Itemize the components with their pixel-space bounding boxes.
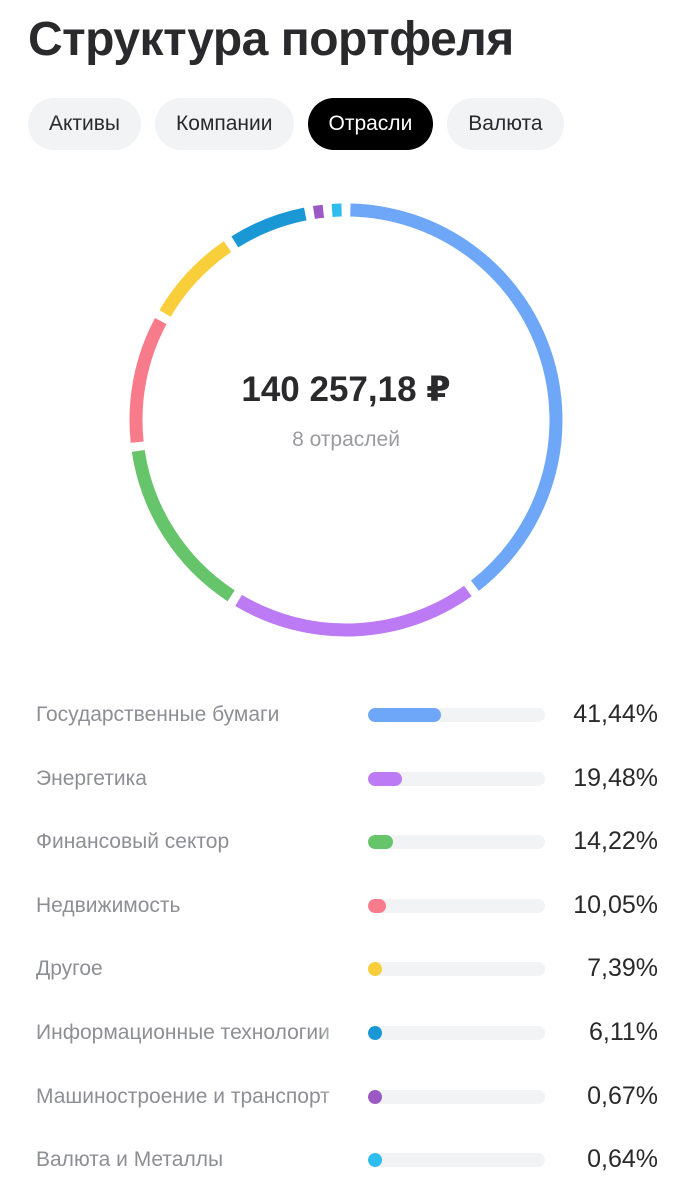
- legend-percent: 7,39%: [587, 954, 658, 983]
- legend-bar-fill: [368, 898, 386, 913]
- donut-segment: [129, 318, 167, 443]
- legend-bar-fill: [368, 771, 403, 786]
- donut-chart: 140 257,18 ₽ 8 отраслей: [127, 201, 565, 639]
- legend-bar-fill: [368, 1153, 382, 1168]
- donut-segment: [312, 204, 325, 219]
- segment-tabs: Активы Компании Отрасли Валюта: [28, 98, 564, 150]
- legend-row[interactable]: Финансовый сектор 14,22%: [36, 811, 658, 875]
- sector-count: 8 отраслей: [292, 428, 400, 451]
- tab-sectors[interactable]: Отрасли: [307, 98, 434, 150]
- legend-percent: 0,64%: [587, 1145, 658, 1174]
- legend-sector-name: Государственные бумаги: [36, 703, 280, 726]
- legend-percent: 0,67%: [587, 1081, 658, 1110]
- page-title: Структура портфеля: [28, 13, 514, 66]
- legend-bar-fill: [368, 1025, 382, 1040]
- legend-row[interactable]: Машиностроение и транспорт 0,67%: [36, 1066, 658, 1130]
- legend-sector-name: Энергетика: [36, 766, 147, 790]
- tab-currency[interactable]: Валюта: [447, 98, 564, 150]
- legend-bar-track: [368, 1153, 545, 1168]
- donut-segment: [231, 207, 307, 248]
- legend-bar-track: [368, 1025, 545, 1040]
- legend-sector-name: Другое: [36, 957, 103, 981]
- legend-sector-name: Финансовый сектор: [36, 830, 230, 854]
- legend-bar-fill: [368, 835, 393, 850]
- donut-center: 140 257,18 ₽ 8 отраслей: [127, 201, 565, 639]
- donut-segment: [131, 449, 235, 602]
- sector-legend: Государственные бумаги 41,44% Энергетика…: [36, 684, 658, 1193]
- legend-percent: 14,22%: [573, 827, 658, 856]
- legend-row[interactable]: Информационные технологии 6,11%: [36, 1002, 658, 1066]
- legend-percent: 19,48%: [573, 763, 658, 792]
- legend-row[interactable]: Энергетика 19,48%: [36, 748, 658, 812]
- legend-bar-fill: [368, 962, 382, 977]
- legend-bar-track: [368, 835, 545, 850]
- legend-row[interactable]: Государственные бумаги 41,44%: [36, 684, 658, 748]
- legend-sector-name: Недвижимость: [36, 893, 181, 917]
- legend-percent: 10,05%: [573, 890, 658, 919]
- legend-row[interactable]: Недвижимость 10,05%: [36, 875, 658, 939]
- legend-percent: 41,44%: [573, 700, 658, 728]
- legend-bar-track: [368, 771, 545, 786]
- tab-assets[interactable]: Активы: [28, 98, 142, 150]
- legend-bar-fill: [368, 1089, 382, 1104]
- legend-bar-track: [368, 708, 545, 722]
- donut-segment: [159, 241, 232, 317]
- donut-segment: [350, 203, 563, 591]
- legend-bar-fill: [368, 708, 441, 722]
- legend-percent: 6,11%: [588, 1017, 658, 1046]
- legend-sector-name: Информационные технологии: [36, 1020, 330, 1044]
- donut-segment: [235, 585, 472, 637]
- legend-row[interactable]: Другое 7,39%: [36, 938, 658, 1002]
- legend-sector-name: Валюта и Металлы: [36, 1148, 224, 1172]
- legend-bar-track: [368, 898, 545, 913]
- legend-bar-track: [368, 1089, 545, 1104]
- legend-bar-track: [368, 962, 545, 977]
- tab-companies[interactable]: Компании: [155, 98, 294, 150]
- portfolio-total: 140 257,18 ₽: [241, 370, 451, 409]
- legend-sector-name: Машиностроение и транспорт: [36, 1084, 330, 1108]
- legend-row[interactable]: Валюта и Металлы 0,64%: [36, 1129, 658, 1193]
- donut-chart-svg: [129, 203, 563, 637]
